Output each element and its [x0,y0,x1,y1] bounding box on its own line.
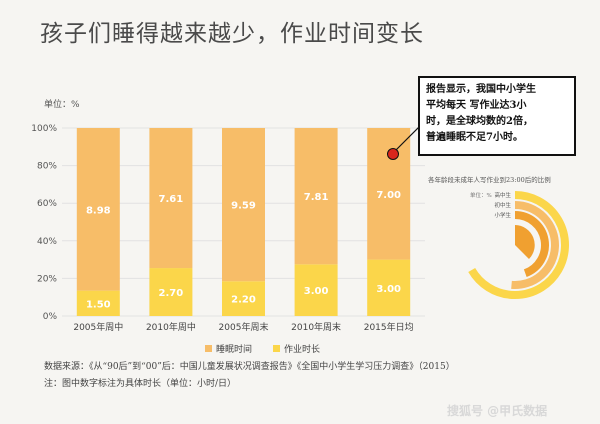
inset-core-wedge [515,225,535,259]
inset-arc [514,211,549,277]
inset-title: 各年龄段未成年人写作业到23:00后的比例 [428,175,551,184]
x-tick-label: 2010年周中 [146,321,196,333]
legend-swatch [273,345,280,352]
data-label-homework: 2.70 [159,288,184,299]
inset-row-label: 高中生 [494,191,511,199]
y-unit-label: 单位：% [44,100,80,110]
bar-segment-homework [367,259,411,316]
data-label-sleep: 8.98 [86,205,111,216]
bar-segment-homework [149,268,193,316]
watermark: 搜狐号 @甲氏数据 [447,404,548,418]
callout-line-2: 平均每天 写作业达3小 [426,100,527,111]
inset-row-label: 初中生 [494,201,511,209]
callout-line-1: 报告显示，我国中小学生 [426,84,536,95]
x-tick-label: 2005年周中 [73,321,123,333]
callout-connector [395,125,421,151]
bar-segment-homework [76,290,120,316]
bar-segment-sleep [76,128,120,291]
legend-label: 作业时长 [284,343,320,355]
page-title: 孩子们睡得越来越少，作业时间变长 [40,21,424,47]
data-label-sleep: 7.00 [376,190,401,201]
bar-segment-homework [294,264,338,316]
inset-arc [468,191,569,299]
bar-segment-sleep [149,128,193,269]
callout-line-3: 时，是全球均数的2倍， [426,116,533,127]
inset-row-label: 小学生 [494,211,511,219]
x-tick-labels: 2005年周中 2010年周中 2005年周末 2010年周末 2015年日均 [73,321,413,333]
y-tick-labels: 0% 20% 40% 60% 80% 100% [31,124,57,322]
callout-line-4: 普遍睡眠不足7小时。 [426,132,523,143]
bars: 1.50 8.98 2.70 7.61 2.20 9.59 3.00 7.81 3.00 7.00 [76,128,411,316]
bar-segment-sleep [294,128,338,265]
data-label-sleep: 7.81 [304,192,329,203]
legend: 睡眠时间 作业时长 [205,343,320,355]
y-tick-label: 0% [43,312,58,322]
y-tick-label: 40% [37,237,57,247]
chart-note: 注：图中数字标注为具体时长（单位：小时/日） [44,379,237,389]
bar-segment-homework [222,281,265,316]
x-tick-label: 2010年周末 [291,321,341,333]
callout-box: 报告显示，我国中小学生 平均每天 写作业达3小 时，是全球均数的2倍， 普遍睡眠… [418,76,576,156]
data-label-homework: 3.00 [376,284,401,295]
y-tick-label: 100% [31,124,57,134]
x-tick-label: 2015年日均 [364,321,414,333]
inset-arc [511,201,559,289]
data-label-sleep: 9.59 [231,201,256,212]
x-tick-label: 2005年周末 [219,321,269,333]
inset-unit-label: 单位：% [470,191,492,199]
legend-swatch [205,345,212,352]
y-tick-label: 20% [37,274,57,284]
callout-marker [387,148,399,160]
data-label-homework: 2.20 [231,295,256,306]
data-label-sleep: 7.61 [159,194,184,205]
data-label-homework: 3.00 [304,286,329,297]
data-label-homework: 1.50 [86,299,111,310]
legend-label: 睡眠时间 [216,343,252,355]
bar-segment-sleep [222,128,265,282]
data-source: 数据来源：《从“90后”到“00”后：中国儿童发展状况调查报告》《全国中小学生学… [44,362,455,372]
y-tick-label: 80% [37,162,57,172]
y-tick-label: 60% [37,199,57,209]
